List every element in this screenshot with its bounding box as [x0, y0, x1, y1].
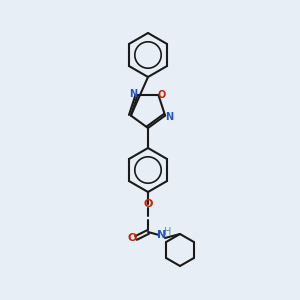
Text: O: O [158, 90, 166, 100]
Text: N: N [158, 230, 166, 240]
Text: N: N [165, 112, 173, 122]
Text: N: N [129, 89, 137, 99]
Text: O: O [127, 233, 137, 243]
Text: O: O [143, 199, 153, 209]
Text: H: H [164, 227, 172, 237]
